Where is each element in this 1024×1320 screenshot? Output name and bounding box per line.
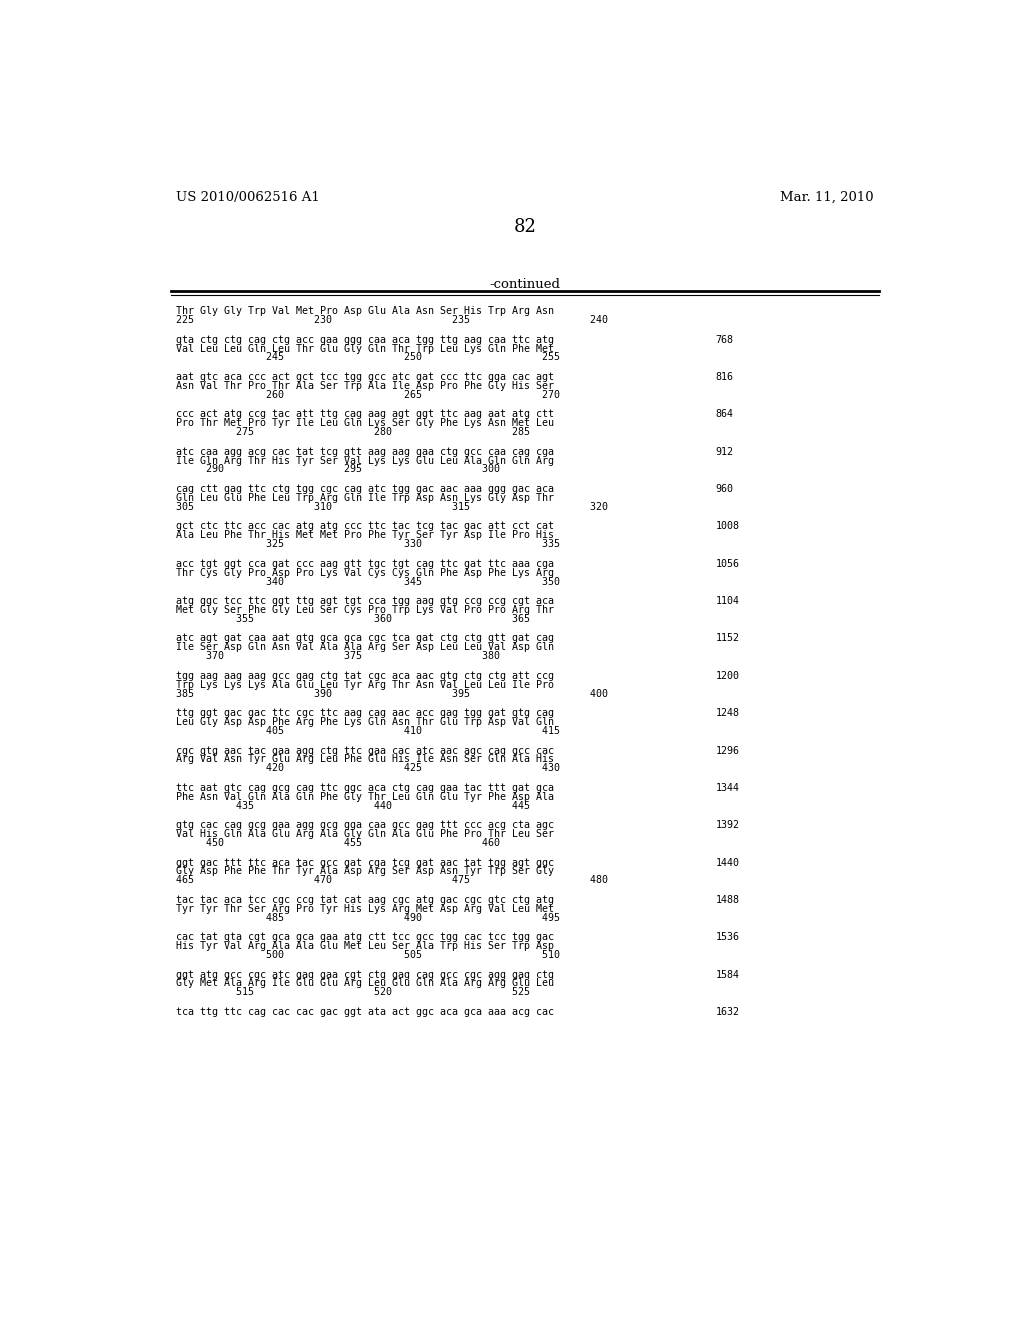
Text: ccc act atg ccg tac att ttg cag aag agt ggt ttc aag aat atg ctt: ccc act atg ccg tac att ttg cag aag agt … (176, 409, 554, 420)
Text: 1344: 1344 (716, 783, 739, 793)
Text: Val His Gln Ala Glu Arg Ala Gly Gln Ala Glu Phe Pro Thr Leu Ser: Val His Gln Ala Glu Arg Ala Gly Gln Ala … (176, 829, 554, 840)
Text: 1152: 1152 (716, 634, 739, 643)
Text: Ile Gln Arg Thr His Tyr Ser Val Lys Lys Glu Leu Ala Gln Gln Arg: Ile Gln Arg Thr His Tyr Ser Val Lys Lys … (176, 455, 554, 466)
Text: 82: 82 (513, 219, 537, 236)
Text: atg ggc tcc ttc ggt ttg agt tgt cca tgg aag gtg ccg ccg cgt aca: atg ggc tcc ttc ggt ttg agt tgt cca tgg … (176, 597, 554, 606)
Text: 340                    345                    350: 340 345 350 (176, 577, 560, 586)
Text: Ala Leu Phe Thr His Met Met Pro Phe Tyr Ser Tyr Asp Ile Pro His: Ala Leu Phe Thr His Met Met Pro Phe Tyr … (176, 531, 554, 540)
Text: 1632: 1632 (716, 1007, 739, 1016)
Text: tac tac aca tcc cgc ccg tat cat aag cgc atg gac cgc gtc ctg atg: tac tac aca tcc cgc ccg tat cat aag cgc … (176, 895, 554, 906)
Text: aat gtc aca ccc act gct tcc tgg gcc atc gat ccc ttc gga cac agt: aat gtc aca ccc act gct tcc tgg gcc atc … (176, 372, 554, 381)
Text: 1248: 1248 (716, 709, 739, 718)
Text: Val Leu Leu Gln Leu Thr Glu Gly Gln Thr Trp Leu Lys Gln Phe Met: Val Leu Leu Gln Leu Thr Glu Gly Gln Thr … (176, 343, 554, 354)
Text: gct ctc ttc acc cac atg atg ccc ttc tac tcg tac gac att cct cat: gct ctc ttc acc cac atg atg ccc ttc tac … (176, 521, 554, 532)
Text: 370                    375                    380: 370 375 380 (176, 651, 500, 661)
Text: 420                    425                    430: 420 425 430 (176, 763, 560, 774)
Text: 515                    520                    525: 515 520 525 (176, 987, 530, 998)
Text: ggt atg gcc cgc atc gag gaa cgt ctg gag cag gcc cgc agg gag ctg: ggt atg gcc cgc atc gag gaa cgt ctg gag … (176, 970, 554, 979)
Text: Leu Gly Asp Asp Phe Arg Phe Lys Gln Asn Thr Glu Trp Asp Val Gln: Leu Gly Asp Asp Phe Arg Phe Lys Gln Asn … (176, 717, 554, 727)
Text: 385                    390                    395                    400: 385 390 395 400 (176, 689, 608, 698)
Text: 435                    440                    445: 435 440 445 (176, 801, 530, 810)
Text: tca ttg ttc cag cac cac gac ggt ata act ggc aca gca aaa acg cac: tca ttg ttc cag cac cac gac ggt ata act … (176, 1007, 554, 1016)
Text: Pro Thr Met Pro Tyr Ile Leu Gln Lys Ser Gly Phe Lys Asn Met Leu: Pro Thr Met Pro Tyr Ile Leu Gln Lys Ser … (176, 418, 554, 428)
Text: 1584: 1584 (716, 970, 739, 979)
Text: Tyr Tyr Thr Ser Arg Pro Tyr His Lys Arg Met Asp Arg Val Leu Met: Tyr Tyr Thr Ser Arg Pro Tyr His Lys Arg … (176, 904, 554, 913)
Text: 1296: 1296 (716, 746, 739, 755)
Text: gta ctg ctg cag ctg acc gaa ggg caa aca tgg ttg aag caa ttc atg: gta ctg ctg cag ctg acc gaa ggg caa aca … (176, 335, 554, 345)
Text: 225                    230                    235                    240: 225 230 235 240 (176, 315, 608, 325)
Text: tgg aag aag aag gcc gag ctg tat cgc aca aac gtg ctg ctg att ccg: tgg aag aag aag gcc gag ctg tat cgc aca … (176, 671, 554, 681)
Text: ttg ggt gac gac ttc cgc ttc aag cag aac acc gag tgg gat gtg cag: ttg ggt gac gac ttc cgc ttc aag cag aac … (176, 709, 554, 718)
Text: 450                    455                    460: 450 455 460 (176, 838, 500, 847)
Text: Met Gly Ser Phe Gly Leu Ser Cys Pro Trp Lys Val Pro Pro Arg Thr: Met Gly Ser Phe Gly Leu Ser Cys Pro Trp … (176, 605, 554, 615)
Text: 768: 768 (716, 335, 733, 345)
Text: 260                    265                    270: 260 265 270 (176, 389, 560, 400)
Text: US 2010/0062516 A1: US 2010/0062516 A1 (176, 191, 319, 203)
Text: Thr Gly Gly Trp Val Met Pro Asp Glu Ala Asn Ser His Trp Arg Asn: Thr Gly Gly Trp Val Met Pro Asp Glu Ala … (176, 306, 554, 317)
Text: gtg cac cag gcg gaa agg gcg gga caa gcc gag ttt ccc acg cta agc: gtg cac cag gcg gaa agg gcg gga caa gcc … (176, 820, 554, 830)
Text: acc tgt ggt cca gat ccc aag gtt tgc tgt cag ttc gat ttc aaa cga: acc tgt ggt cca gat ccc aag gtt tgc tgt … (176, 558, 554, 569)
Text: 1392: 1392 (716, 820, 739, 830)
Text: ttc aat gtc cag gcg cag ttc ggc aca ctg cag gaa tac ttt gat gca: ttc aat gtc cag gcg cag ttc ggc aca ctg … (176, 783, 554, 793)
Text: His Tyr Val Arg Ala Ala Glu Met Leu Ser Ala Trp His Ser Trp Asp: His Tyr Val Arg Ala Ala Glu Met Leu Ser … (176, 941, 554, 952)
Text: Gln Leu Glu Phe Leu Trp Arg Gln Ile Trp Asp Asn Lys Gly Asp Thr: Gln Leu Glu Phe Leu Trp Arg Gln Ile Trp … (176, 492, 554, 503)
Text: 305                    310                    315                    320: 305 310 315 320 (176, 502, 608, 512)
Text: 1536: 1536 (716, 932, 739, 942)
Text: 1056: 1056 (716, 558, 739, 569)
Text: 355                    360                    365: 355 360 365 (176, 614, 530, 624)
Text: 1488: 1488 (716, 895, 739, 906)
Text: Trp Lys Lys Lys Ala Glu Leu Tyr Arg Thr Asn Val Leu Leu Ile Pro: Trp Lys Lys Lys Ala Glu Leu Tyr Arg Thr … (176, 680, 554, 689)
Text: 290                    295                    300: 290 295 300 (176, 465, 500, 474)
Text: Mar. 11, 2010: Mar. 11, 2010 (780, 191, 873, 203)
Text: 405                    410                    415: 405 410 415 (176, 726, 560, 735)
Text: cac tat gta cgt gca gca gaa atg ctt tcc gcc tgg cac tcc tgg gac: cac tat gta cgt gca gca gaa atg ctt tcc … (176, 932, 554, 942)
Text: cgc gtg aac tac gaa agg ctg ttc gaa cac atc aac agc cag gcc cac: cgc gtg aac tac gaa agg ctg ttc gaa cac … (176, 746, 554, 755)
Text: 1104: 1104 (716, 597, 739, 606)
Text: 1440: 1440 (716, 858, 739, 867)
Text: 864: 864 (716, 409, 733, 420)
Text: atc agt gat caa aat gtg gca gca cgc tca gat ctg ctg gtt gat cag: atc agt gat caa aat gtg gca gca cgc tca … (176, 634, 554, 643)
Text: atc caa agg acg cac tat tcg gtt aag aag gaa ctg gcc caa cag cga: atc caa agg acg cac tat tcg gtt aag aag … (176, 446, 554, 457)
Text: Gly Met Ala Arg Ile Glu Glu Arg Leu Glu Gln Ala Arg Arg Glu Leu: Gly Met Ala Arg Ile Glu Glu Arg Leu Glu … (176, 978, 554, 989)
Text: ggt gac ttt ttc aca tac gcc gat cga tcg gat aac tat tgg agt ggc: ggt gac ttt ttc aca tac gcc gat cga tcg … (176, 858, 554, 867)
Text: 325                    330                    335: 325 330 335 (176, 539, 560, 549)
Text: Phe Asn Val Gln Ala Gln Phe Gly Thr Leu Gln Glu Tyr Phe Asp Ala: Phe Asn Val Gln Ala Gln Phe Gly Thr Leu … (176, 792, 554, 801)
Text: Ile Ser Asp Gln Asn Val Ala Ala Arg Ser Asp Leu Leu Val Asp Gln: Ile Ser Asp Gln Asn Val Ala Ala Arg Ser … (176, 643, 554, 652)
Text: 500                    505                    510: 500 505 510 (176, 950, 560, 960)
Text: 245                    250                    255: 245 250 255 (176, 352, 560, 363)
Text: 1008: 1008 (716, 521, 739, 532)
Text: Gly Asp Phe Phe Thr Tyr Ala Asp Arg Ser Asp Asn Tyr Trp Ser Gly: Gly Asp Phe Phe Thr Tyr Ala Asp Arg Ser … (176, 866, 554, 876)
Text: 912: 912 (716, 446, 733, 457)
Text: cag ctt gag ttc ctg tgg cgc cag atc tgg gac aac aaa ggg gac aca: cag ctt gag ttc ctg tgg cgc cag atc tgg … (176, 484, 554, 494)
Text: Asn Val Thr Pro Thr Ala Ser Trp Ala Ile Asp Pro Phe Gly His Ser: Asn Val Thr Pro Thr Ala Ser Trp Ala Ile … (176, 381, 554, 391)
Text: 485                    490                    495: 485 490 495 (176, 912, 560, 923)
Text: Thr Cys Gly Pro Asp Pro Lys Val Cys Cys Gln Phe Asp Phe Lys Arg: Thr Cys Gly Pro Asp Pro Lys Val Cys Cys … (176, 568, 554, 578)
Text: Arg Val Asn Tyr Glu Arg Leu Phe Glu His Ile Asn Ser Gln Ala His: Arg Val Asn Tyr Glu Arg Leu Phe Glu His … (176, 755, 554, 764)
Text: 960: 960 (716, 484, 733, 494)
Text: 816: 816 (716, 372, 733, 381)
Text: 1200: 1200 (716, 671, 739, 681)
Text: 465                    470                    475                    480: 465 470 475 480 (176, 875, 608, 886)
Text: 275                    280                    285: 275 280 285 (176, 428, 530, 437)
Text: -continued: -continued (489, 277, 560, 290)
